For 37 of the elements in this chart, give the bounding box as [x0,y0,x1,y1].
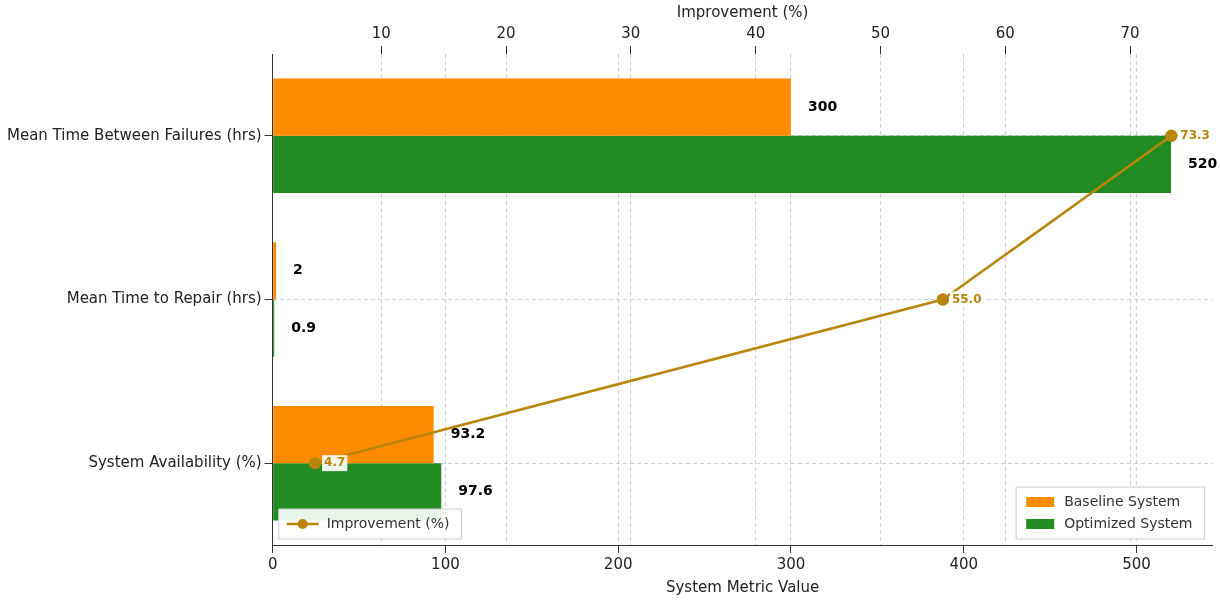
y-tick-label: Mean Time to Repair (hrs) [66,289,262,308]
data-label: 300 [807,97,838,114]
x2-tick-label: 30 [621,23,641,42]
data-label: 97.6 [458,482,493,499]
data-label: 2 [293,261,303,278]
point [1165,129,1178,143]
point [308,456,322,470]
bar [273,78,791,136]
x2-tick-label: 50 [870,23,891,42]
data-label: 93.2 [450,425,486,442]
data-label: 55.0 [951,291,982,306]
x2-tick-label: 70 [1120,23,1140,42]
data-label: 0.9 [291,318,317,335]
x2-tick-label: 40 [746,23,766,42]
x2-tick-label: 10 [371,23,391,42]
x-tick-label: 0 [267,554,278,573]
x2-tick-label: 60 [995,23,1015,42]
x-tick-label: 500 [1122,554,1151,573]
legend-label: Baseline System [1064,492,1181,509]
x2-axis-title: Improvement (%) [676,2,809,21]
data-label: 73.3 [1180,127,1210,142]
legend-label: Optimized System [1064,514,1193,531]
y-tick-label: Mean Time Between Failures (hrs) [6,125,262,144]
bar [273,405,434,464]
data-label: 4.7 [324,455,346,470]
y-tick-label: System Availability (%) [88,453,262,472]
bar [273,242,277,300]
x-axis-title: System Metric Value [665,577,820,596]
x-tick-label: 200 [603,554,633,573]
legend-label: Improvement (%) [326,514,450,531]
x-tick-label: 300 [776,554,806,573]
point [936,293,950,306]
x-tick-label: 100 [431,554,460,573]
data-label: 520 [1188,155,1218,172]
bar [273,135,1172,194]
x-tick-label: 400 [949,554,979,573]
x2-tick-label: 20 [496,23,516,42]
